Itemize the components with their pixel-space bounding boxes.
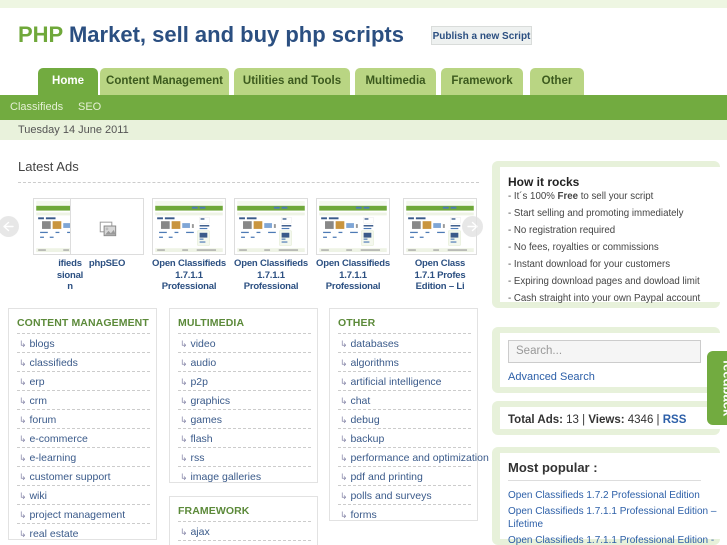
svg-text:feedback: feedback xyxy=(721,360,727,417)
